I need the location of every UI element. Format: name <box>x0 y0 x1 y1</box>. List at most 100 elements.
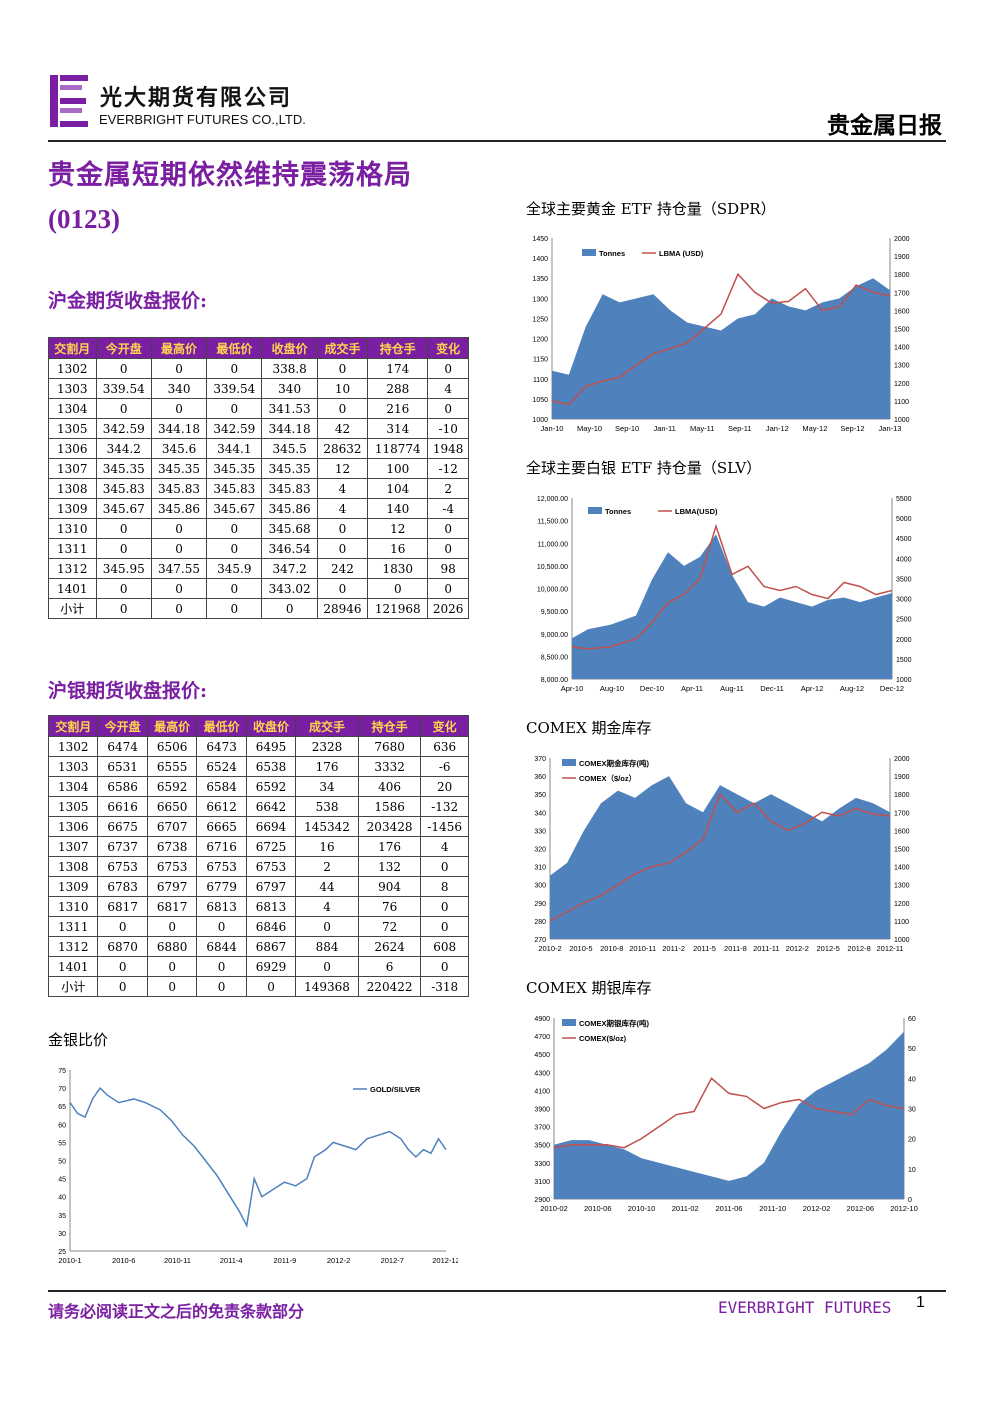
table-cell: 342.59 <box>95 418 152 439</box>
x-tick-label: Sep-12 <box>840 424 864 433</box>
table-cell: 345.35 <box>206 458 263 479</box>
silver-etf-caption: 全球主要白银 ETF 持仓量（SLV） <box>526 459 762 477</box>
table-cell: 44 <box>295 876 359 897</box>
comex-silver-chart: 2900 3100 3300 3500 3700 3900 4100 4300 4500 4700… <box>534 1016 917 1213</box>
table-row: 1311 0 0 0 346.54 0 16 0 <box>48 538 469 559</box>
x-tick-label: May-11 <box>690 424 714 433</box>
table-cell: 0 <box>295 916 359 937</box>
y-tick-label: 1300 <box>532 296 548 303</box>
table-cell: 1309 <box>47 876 99 897</box>
x-tick-label: Jan-11 <box>653 424 675 433</box>
x-tick-label: 2011-2 <box>662 944 685 953</box>
table-cell: 6817 <box>97 896 148 917</box>
gold-futures-section-title: 沪金期货收盘报价: <box>48 290 208 312</box>
table-cell: 0 <box>261 598 318 619</box>
y2-tick-label: 1900 <box>894 774 910 781</box>
table-cell: 1308 <box>47 856 99 877</box>
y-tick-label: 10,500.00 <box>537 564 568 571</box>
y2-tick-label: 3500 <box>896 576 912 583</box>
x-tick-label: Jan-13 <box>879 424 902 433</box>
y-tick-label: 8,000.00 <box>541 677 568 684</box>
table-cell: 2624 <box>357 936 422 957</box>
table-cell: 28632 <box>316 438 369 459</box>
table-cell: 1308 <box>48 478 97 499</box>
table-cell: 0 <box>150 398 208 419</box>
table-cell: 1586 <box>357 796 422 817</box>
table-cell: 145342 <box>295 816 359 837</box>
table-row: 1304 0 0 0 341.53 0 216 0 <box>48 398 469 419</box>
table-cell: 1311 <box>48 538 97 559</box>
y-tick-label: 4300 <box>534 1070 550 1077</box>
series-line-1 <box>553 1077 905 1149</box>
table-cell: 344.1 <box>206 438 263 459</box>
y2-tick-label: 1600 <box>894 828 910 835</box>
y2-tick-label: 0 <box>908 1197 912 1204</box>
report-date-code: (0123) <box>48 204 120 234</box>
series-line-0 <box>69 1086 447 1229</box>
table-cell: 6844 <box>196 936 247 957</box>
gold-silver-ratio-chart: 25 30 35 40 45 50 55 60 65 70 75 2010-1 2010-6 2010-1… <box>58 1068 458 1265</box>
table-cell: 344.2 <box>95 438 152 459</box>
legend-swatch <box>582 249 596 256</box>
legend-label: COMEX期银库存(吨) <box>579 1018 649 1028</box>
table-cell: 6737 <box>97 836 148 857</box>
table-cell: 0 <box>206 578 263 599</box>
y2-tick-label: 30 <box>908 1107 916 1114</box>
column-header: 收盘价 <box>245 715 297 737</box>
table-cell: 16 <box>367 538 429 559</box>
disclaimer-link[interactable]: 请务必阅读正文之后的免责条款部分 <box>48 1302 305 1321</box>
column-header: 最低价 <box>206 337 263 359</box>
table-cell: 339.54 <box>206 378 263 399</box>
y-tick-label: 50 <box>58 1159 66 1166</box>
table-cell: 1311 <box>47 916 99 937</box>
table-row: 1305 6616 6650 6612 6642 538 1586 -132 <box>47 796 469 817</box>
x-tick-label: Jan-12 <box>766 424 789 433</box>
table-row: 1310 6817 6817 6813 6813 4 76 0 <box>47 896 469 917</box>
table-cell: 6797 <box>245 876 297 897</box>
table-cell: 345.5 <box>261 438 318 459</box>
y-tick-label: 30 <box>58 1231 66 1238</box>
table-cell: 6783 <box>97 876 148 897</box>
table-cell: 小计 <box>48 598 97 619</box>
table-cell: 6 <box>357 956 422 977</box>
y-tick-label: 320 <box>534 847 546 854</box>
y2-tick-label: 1500 <box>894 847 910 854</box>
table-cell: 0 <box>196 916 247 937</box>
legend-swatch <box>588 507 602 514</box>
x-tick-label: 2011-10 <box>759 1204 786 1213</box>
y2-tick-label: 40 <box>908 1076 916 1083</box>
y-tick-label: 12,000.00 <box>537 496 568 503</box>
table-cell: 345.35 <box>150 458 208 479</box>
y-tick-label: 1100 <box>533 377 548 384</box>
table-row: 1303 6531 6555 6524 6538 176 3332 -6 <box>47 756 469 777</box>
table-cell: -318 <box>420 976 469 997</box>
y-tick-label: 270 <box>534 937 546 944</box>
x-tick-label: 2010-02 <box>540 1204 568 1213</box>
x-tick-label: May-12 <box>802 424 827 433</box>
y2-tick-label: 1500 <box>894 327 910 334</box>
table-cell: 1307 <box>47 836 99 857</box>
table-cell: 342.59 <box>206 418 263 439</box>
table-cell: 1401 <box>48 578 97 599</box>
table-cell: 0 <box>316 538 369 559</box>
company-name-en: EVERBRIGHT FUTURES CO.,LTD. <box>99 112 306 127</box>
table-cell: 0 <box>146 916 198 937</box>
silver-futures-section-title: 沪银期货收盘报价: <box>48 680 208 702</box>
table-cell: 6870 <box>97 936 148 957</box>
x-tick-label: 2012-5 <box>817 944 840 953</box>
table-cell: 4 <box>316 478 369 499</box>
y2-tick-label: 1900 <box>894 254 910 261</box>
table-cell: 884 <box>295 936 359 957</box>
table-cell: 76 <box>357 896 422 917</box>
table-cell: 6642 <box>245 796 297 817</box>
table-cell: 2328 <box>295 736 359 757</box>
table-cell: 1307 <box>48 458 97 479</box>
table-cell: 6707 <box>146 816 198 837</box>
table-cell: 0 <box>206 358 263 379</box>
gold-etf-caption: 全球主要黄金 ETF 持仓量（SDPR） <box>526 200 776 218</box>
x-tick-label: 2010-6 <box>112 1256 135 1265</box>
table-cell: 2 <box>427 478 469 499</box>
table-cell: 6880 <box>146 936 198 957</box>
report-title: 贵金属短期依然维持震荡格局 <box>48 160 412 191</box>
table-cell: 1306 <box>47 816 99 837</box>
